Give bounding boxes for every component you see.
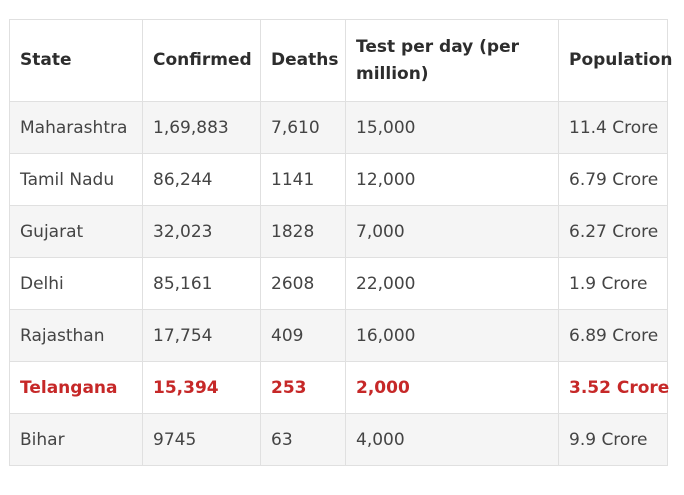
cell-tests: 16,000 <box>345 309 559 362</box>
cell-population: 6.79 Crore <box>558 153 668 206</box>
cell-state: Maharashtra <box>9 101 143 154</box>
cell-confirmed: 15,394 <box>142 361 261 414</box>
cell-population: 11.4 Crore <box>558 101 668 154</box>
cell-deaths: 1828 <box>260 205 346 258</box>
cell-tests: 22,000 <box>345 257 559 310</box>
table-row: Delhi 85,161 2608 22,000 1.9 Crore <box>9 257 668 310</box>
table-header: State Confirmed Deaths Test per day (per… <box>9 19 672 102</box>
cell-state: Telangana <box>9 361 143 414</box>
cell-deaths: 253 <box>260 361 346 414</box>
cell-deaths: 2608 <box>260 257 346 310</box>
cell-population: 3.52 Crore <box>558 361 669 414</box>
cell-confirmed: 32,023 <box>142 205 261 258</box>
header-tests-per-day: Test per day (per million) <box>345 19 559 102</box>
table-row: Rajasthan 17,754 409 16,000 6.89 Crore <box>9 309 668 362</box>
cell-confirmed: 1,69,883 <box>142 101 261 154</box>
cell-tests: 15,000 <box>345 101 559 154</box>
cell-confirmed: 85,161 <box>142 257 261 310</box>
table-row: Telangana 15,394 253 2,000 3.52 Crore <box>9 361 669 414</box>
cell-confirmed: 17,754 <box>142 309 261 362</box>
cell-population: 9.9 Crore <box>558 413 668 466</box>
cell-state: Bihar <box>9 413 143 466</box>
cell-tests: 2,000 <box>345 361 559 414</box>
cell-confirmed: 86,244 <box>142 153 261 206</box>
cell-population: 1.9 Crore <box>558 257 668 310</box>
table-row: Maharashtra 1,69,883 7,610 15,000 11.4 C… <box>9 101 668 154</box>
cell-tests: 12,000 <box>345 153 559 206</box>
cell-confirmed: 9745 <box>142 413 261 466</box>
cell-deaths: 1141 <box>260 153 346 206</box>
cell-deaths: 63 <box>260 413 346 466</box>
cell-population: 6.27 Crore <box>558 205 668 258</box>
cell-population: 6.89 Crore <box>558 309 668 362</box>
table-row: Tamil Nadu 86,244 1141 12,000 6.79 Crore <box>9 153 668 206</box>
cell-state: Tamil Nadu <box>9 153 143 206</box>
cell-deaths: 409 <box>260 309 346 362</box>
cell-state: Rajasthan <box>9 309 143 362</box>
header-state: State <box>9 19 143 102</box>
table-body: Maharashtra 1,69,883 7,610 15,000 11.4 C… <box>9 101 669 466</box>
cell-deaths: 7,610 <box>260 101 346 154</box>
header-confirmed: Confirmed <box>142 19 261 102</box>
table-row: Gujarat 32,023 1828 7,000 6.27 Crore <box>9 205 668 258</box>
data-table-container: State Confirmed Deaths Test per day (per… <box>9 19 672 466</box>
cell-tests: 4,000 <box>345 413 559 466</box>
header-deaths: Deaths <box>260 19 346 102</box>
cell-tests: 7,000 <box>345 205 559 258</box>
cell-state: Delhi <box>9 257 143 310</box>
header-row: State Confirmed Deaths Test per day (per… <box>9 19 672 102</box>
cell-state: Gujarat <box>9 205 143 258</box>
table-row: Bihar 9745 63 4,000 9.9 Crore <box>9 413 668 466</box>
state-covid-table: State Confirmed Deaths Test per day (per… <box>9 19 672 466</box>
header-population: Population <box>558 19 672 102</box>
